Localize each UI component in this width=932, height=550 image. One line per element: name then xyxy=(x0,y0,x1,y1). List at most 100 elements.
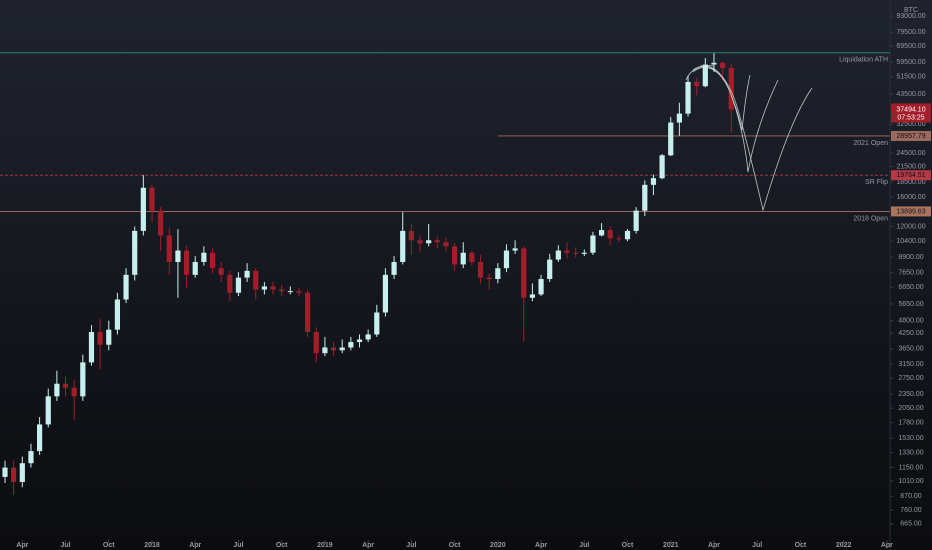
level-name: 2021 Open xyxy=(853,140,888,147)
candle-body xyxy=(426,240,432,244)
candle-body xyxy=(529,294,536,298)
candle-body xyxy=(374,312,380,335)
candle-body xyxy=(106,329,112,345)
candle-body xyxy=(598,230,605,236)
y-tick-label: 51500.00 xyxy=(896,74,925,81)
candle-body xyxy=(45,396,51,425)
x-tick-label: Apr xyxy=(708,542,720,549)
candle-body xyxy=(555,250,561,260)
x-tick-label: Apr xyxy=(16,542,28,549)
candle-body xyxy=(36,424,43,452)
candle-body xyxy=(521,248,527,298)
candle-body xyxy=(322,347,328,354)
y-tick-label: 760.00 xyxy=(900,507,922,514)
y-tick-label: 665.00 xyxy=(900,521,922,528)
candle-body xyxy=(80,362,86,397)
candle-body xyxy=(642,184,648,211)
y-tick-label: 870.00 xyxy=(900,493,922,500)
y-tick-label: 4250.00 xyxy=(898,330,923,337)
candle-body xyxy=(97,332,103,345)
projection-curve xyxy=(685,65,715,81)
candle-body xyxy=(477,261,484,278)
candle-body xyxy=(728,68,734,110)
x-tick-label: Oct xyxy=(449,542,461,549)
candle-body xyxy=(503,250,510,269)
y-tick-label: 3150.00 xyxy=(898,361,923,368)
level-name: Liquidation ATH xyxy=(839,57,888,64)
candle-body xyxy=(659,155,665,179)
y-tick-label: 8900.00 xyxy=(898,254,923,261)
candle-body xyxy=(720,62,726,69)
last-price-label: 37494.10 xyxy=(896,106,925,113)
candle-body xyxy=(62,383,69,388)
projection-drawings xyxy=(685,65,813,212)
candle-body xyxy=(330,347,337,351)
y-tick-label: 5650.00 xyxy=(898,301,923,308)
y-tick-label: 69500.00 xyxy=(896,43,925,50)
levels: Liquidation ATH 2021 Open SR Flip 2018 Open xyxy=(0,52,890,222)
axes: 93000.00 79500.00 69500.00 59500.00 51500.00… xyxy=(16,13,931,549)
x-tick-label: Oct xyxy=(795,542,807,549)
y-tick-label: 59500.00 xyxy=(896,59,925,66)
x-tick-label: Jul xyxy=(406,542,416,549)
candle-body xyxy=(469,252,475,262)
candle-body xyxy=(451,246,458,265)
y-tick-label: 10400.00 xyxy=(896,238,925,245)
candle-body xyxy=(158,210,164,236)
y-tick-label: 21500.00 xyxy=(896,163,925,170)
candle-body xyxy=(382,274,389,313)
x-tick-label: 2022 xyxy=(836,542,852,549)
candle-body xyxy=(616,238,622,240)
y-tick-label: 12000.00 xyxy=(896,223,925,230)
candle-body xyxy=(54,383,60,397)
candle-body xyxy=(244,270,250,278)
x-tick-label: 2021 xyxy=(663,542,679,549)
x-tick-label: Apr xyxy=(189,542,201,549)
countdown-label: 07:53:25 xyxy=(897,114,924,121)
candle-body xyxy=(460,252,466,265)
candle-body xyxy=(495,268,501,280)
x-tick-label: Oct xyxy=(276,542,288,549)
y-tick-label: 32500.00 xyxy=(896,121,925,128)
projection-curve xyxy=(692,67,779,173)
x-tick-label: Jul xyxy=(579,542,589,549)
candle-body xyxy=(434,240,440,243)
candle-body xyxy=(486,277,492,280)
x-tick-label: Jul xyxy=(60,542,70,549)
candle-body xyxy=(88,332,95,363)
candle-body xyxy=(624,230,631,240)
candle-body xyxy=(287,291,293,293)
y-tick-label: 93000.00 xyxy=(896,13,925,20)
level-price-label: 28957.79 xyxy=(896,133,925,140)
candle-body xyxy=(305,292,311,333)
x-tick-label: Apr xyxy=(881,542,893,549)
y-tick-label: 1530.00 xyxy=(898,435,923,442)
x-tick-label: 2018 xyxy=(144,542,160,549)
candle-body xyxy=(71,387,77,397)
y-tick-label: 1010.00 xyxy=(898,478,923,485)
candle-body xyxy=(685,81,691,114)
candle-body xyxy=(694,81,700,87)
candle-body xyxy=(365,334,371,340)
candle-body xyxy=(175,250,181,262)
candle-body xyxy=(2,467,8,477)
candle-body xyxy=(711,62,717,65)
candle-body xyxy=(650,178,657,185)
candle-body xyxy=(676,113,682,123)
candle-body xyxy=(28,451,34,464)
candle-body xyxy=(668,122,674,156)
x-tick-label: Jul xyxy=(233,542,243,549)
candle-body xyxy=(218,268,224,275)
y-tick-label: 6650.00 xyxy=(898,284,923,291)
candle-body xyxy=(538,279,544,295)
candle-body xyxy=(590,235,596,253)
candle-body xyxy=(201,252,207,262)
candle-body xyxy=(443,242,449,247)
candle-body xyxy=(235,277,242,293)
projection-curve xyxy=(699,65,751,131)
candle-body xyxy=(348,342,354,348)
y-tick-label: 79500.00 xyxy=(896,29,925,36)
candle-body xyxy=(166,235,172,262)
